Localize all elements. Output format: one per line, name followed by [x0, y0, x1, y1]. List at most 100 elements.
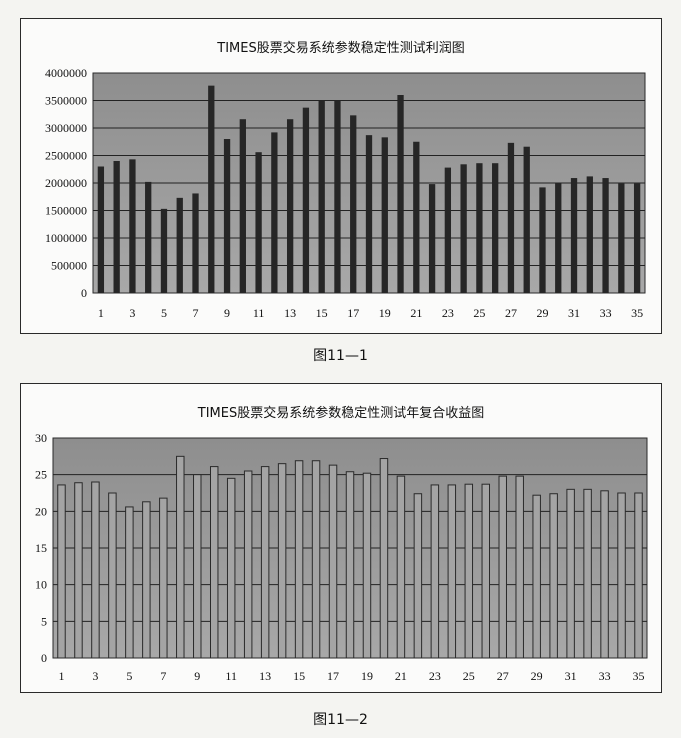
y-tick-label: 20	[35, 504, 47, 518]
bar	[294, 460, 304, 659]
y-tick-label: 2000000	[45, 176, 87, 190]
bar	[555, 183, 562, 293]
bar	[209, 466, 219, 659]
x-tick-label: 17	[327, 669, 339, 683]
bar	[618, 183, 625, 293]
bar	[515, 475, 524, 659]
bar	[328, 464, 338, 659]
y-tick-label: 3500000	[45, 94, 87, 108]
bar	[430, 484, 440, 659]
x-tick-label: 15	[293, 669, 305, 683]
x-tick-label: 15	[316, 306, 328, 320]
bar	[507, 142, 515, 293]
profit-chart-svg: 0 500000 1000000 1500000 2000000 2500000 30000…	[45, 66, 646, 320]
x-tick-label: 7	[160, 669, 166, 683]
bar	[447, 484, 457, 659]
bar	[602, 178, 609, 293]
bar	[286, 119, 294, 293]
bar	[583, 488, 592, 659]
bar	[74, 482, 83, 659]
x-tick-label: 9	[224, 306, 230, 320]
bar	[260, 466, 270, 659]
bar	[539, 187, 546, 293]
bar	[570, 178, 578, 293]
y-tick-label: 15	[35, 541, 47, 555]
x-tick-label: 33	[600, 306, 612, 320]
x-tick-label: 5	[161, 306, 167, 320]
x-tick-label: 23	[442, 306, 454, 320]
y-tick-label: 1500000	[45, 204, 87, 218]
y-tick-label: 1000000	[45, 231, 87, 245]
bar	[125, 506, 134, 659]
bar	[566, 488, 575, 659]
bar	[302, 107, 310, 294]
x-tick-label: 17	[347, 306, 359, 320]
bar	[444, 167, 452, 293]
x-tick-label: 29	[536, 306, 548, 320]
cagr-chart: TIMES股票交易系统参数稳定性测试年复合收益图 0 5 10 15 20 25 30 1 3 5…	[20, 383, 662, 693]
x-tick-label: 1	[58, 669, 64, 683]
y-tick-label: 10	[35, 578, 47, 592]
bar	[362, 472, 372, 659]
chart-title: TIMES股票交易系统参数稳定性测试年复合收益图	[197, 406, 485, 421]
bar	[142, 501, 151, 659]
x-tick-label: 21	[395, 669, 407, 683]
figure-caption: 图11—1	[313, 348, 368, 364]
bar	[160, 208, 168, 293]
bar	[379, 458, 389, 659]
x-tick-label: 3	[129, 306, 135, 320]
figure-caption: 图11—2	[313, 712, 368, 728]
x-tick-label: 29	[531, 669, 543, 683]
bar	[113, 161, 120, 293]
x-tick-label: 3	[92, 669, 98, 683]
bar	[397, 95, 404, 293]
bar	[381, 137, 388, 293]
x-tick-label: 21	[410, 306, 422, 320]
y-tick-label: 0	[81, 286, 87, 300]
bar	[428, 184, 436, 293]
y-tick-label: 25	[35, 468, 47, 482]
y-tick-label: 3000000	[45, 121, 87, 135]
bar	[365, 135, 373, 293]
chart-title: TIMES股票交易系统参数稳定性测试利润图	[217, 41, 465, 56]
y-tick-label: 5	[41, 614, 47, 628]
x-tick-label: 7	[193, 306, 199, 320]
bar	[476, 163, 483, 293]
bar	[586, 176, 593, 293]
y-tick-label: 500000	[51, 259, 87, 273]
bar	[239, 119, 246, 293]
bar	[634, 492, 643, 659]
bar	[176, 197, 183, 293]
bar	[549, 493, 558, 659]
bar	[91, 481, 100, 659]
y-tick-label: 0	[41, 651, 47, 665]
x-tick-label: 25	[473, 306, 485, 320]
bar	[192, 193, 199, 293]
bar	[311, 460, 321, 659]
bar	[223, 139, 231, 293]
bar	[271, 132, 278, 293]
x-tick-label: 19	[361, 669, 373, 683]
x-tick-label: 5	[126, 669, 132, 683]
bar	[413, 493, 423, 659]
bar	[176, 455, 185, 659]
bar	[460, 164, 467, 293]
x-tick-label: 19	[379, 306, 391, 320]
bar	[193, 474, 202, 659]
bar	[129, 159, 136, 293]
bar	[532, 494, 541, 659]
bar	[334, 100, 341, 293]
bar	[498, 475, 507, 659]
x-tick-label: 35	[631, 306, 643, 320]
x-tick-label: 9	[194, 669, 200, 683]
bar	[159, 497, 168, 659]
bar	[350, 115, 357, 293]
x-tick-label: 11	[253, 306, 265, 320]
profit-chart: TIMES股票交易系统参数稳定性测试利润图 0 500000 1000000 1500…	[20, 18, 662, 334]
y-tick-label: 2500000	[45, 149, 87, 163]
x-tick-label: 33	[599, 669, 611, 683]
y-tick-label: 30	[35, 431, 47, 445]
x-tick-label: 25	[463, 669, 475, 683]
bar	[617, 492, 626, 659]
